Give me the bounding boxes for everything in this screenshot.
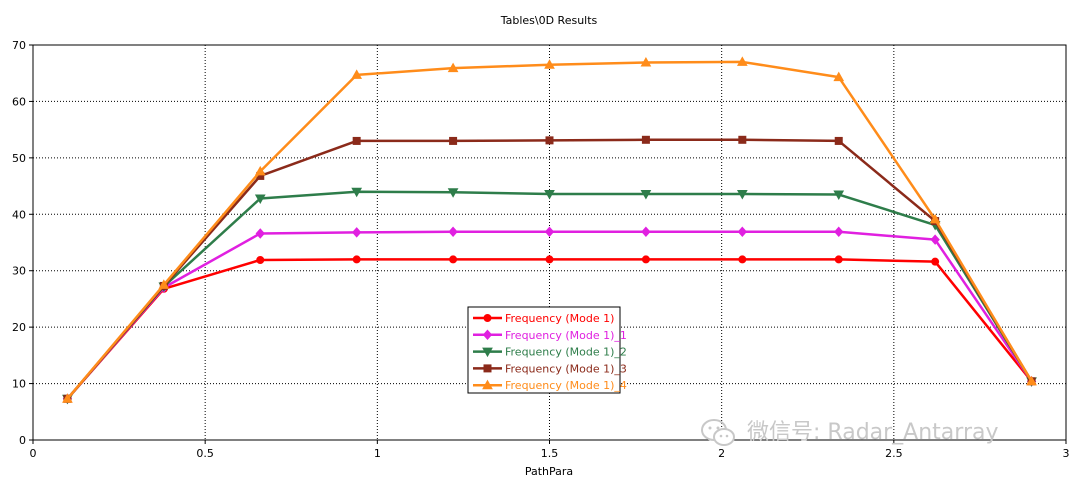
data-point	[448, 226, 458, 238]
x-tick-label: 1.5	[541, 447, 559, 460]
data-point	[351, 187, 363, 198]
data-point	[158, 279, 170, 289]
data-point	[640, 56, 652, 67]
y-tick-label: 20	[12, 321, 26, 334]
data-point	[447, 62, 459, 73]
y-tick-label: 70	[12, 39, 26, 52]
legend-marker	[483, 314, 492, 322]
data-point	[931, 257, 940, 266]
data-point	[352, 255, 361, 264]
data-point	[929, 213, 941, 224]
legend-label: Frequency (Mode 1)_4	[505, 379, 627, 392]
data-point	[254, 165, 266, 176]
data-point	[640, 189, 652, 200]
data-point	[255, 228, 265, 239]
y-tick-label: 60	[12, 95, 26, 108]
legend-item: Frequency (Mode 1)_1	[473, 329, 627, 342]
legend-item: Frequency (Mode 1)_4	[473, 379, 627, 392]
chart-title: Tables\0D Results	[500, 14, 598, 27]
data-point	[738, 135, 747, 144]
data-point	[352, 136, 361, 145]
data-point	[834, 136, 843, 145]
data-point	[641, 135, 650, 144]
data-point	[833, 71, 845, 82]
legend-marker	[482, 329, 493, 341]
y-tick-label: 50	[12, 152, 26, 165]
legend-marker	[483, 364, 492, 373]
data-point	[62, 393, 73, 403]
series-group	[62, 56, 1037, 405]
legend-label: Frequency (Mode 1)_1	[505, 329, 627, 342]
series-5	[62, 56, 1037, 403]
data-point	[834, 226, 844, 238]
data-point	[256, 255, 265, 264]
x-tick-label: 1	[374, 447, 381, 460]
y-tick-label: 40	[12, 208, 26, 221]
data-point	[736, 189, 748, 200]
data-point	[737, 226, 747, 238]
series-3	[62, 187, 1037, 405]
x-axis-ticks: 0 0.5 1 1.5 2 2.5 3	[30, 440, 1070, 460]
data-point	[736, 56, 748, 66]
x-tick-label: 0	[30, 447, 37, 460]
data-point	[545, 136, 554, 145]
data-point	[352, 227, 362, 238]
x-tick-label: 3	[1063, 447, 1070, 460]
data-point	[544, 226, 555, 238]
legend-label: Frequency (Mode 1)_3	[505, 362, 627, 375]
watermark-text: 微信号: Radar_Antarray	[747, 420, 999, 445]
legend: Frequency (Mode 1) Frequency (Mode 1)_1 Fr…	[467, 306, 627, 394]
data-point	[834, 255, 843, 264]
data-point	[1026, 375, 1037, 386]
watermark: 微信号: Radar_Antarray	[700, 414, 999, 448]
legend-box	[467, 306, 621, 394]
data-point	[641, 255, 650, 264]
data-point	[544, 189, 555, 200]
data-point	[447, 188, 459, 198]
legend-item: Frequency (Mode 1)	[473, 312, 614, 325]
data-point	[930, 234, 940, 245]
data-point	[641, 226, 651, 238]
y-tick-label: 30	[12, 265, 26, 278]
data-point	[254, 194, 266, 205]
data-point	[351, 69, 363, 79]
y-tick-label: 0	[19, 434, 26, 447]
legend-marker	[482, 347, 493, 358]
legend-label: Frequency (Mode 1)_2	[505, 346, 627, 359]
x-axis-label: PathPara	[525, 465, 573, 478]
x-tick-label: 2.5	[885, 447, 903, 460]
wechat-icon	[701, 419, 735, 446]
legend-marker	[482, 379, 493, 390]
y-axis-ticks: 0 10 20 30 40 50 60 70	[12, 39, 33, 447]
data-point	[738, 255, 747, 264]
data-point	[449, 255, 458, 264]
data-point	[544, 59, 555, 69]
x-tick-label: 0.5	[196, 447, 214, 460]
data-point	[833, 190, 845, 201]
legend-item: Frequency (Mode 1)_3	[473, 362, 627, 375]
legend-label: Frequency (Mode 1)	[505, 312, 614, 325]
data-point	[545, 255, 554, 264]
y-tick-label: 10	[12, 378, 26, 391]
x-tick-label: 2	[718, 447, 725, 460]
data-point	[449, 136, 458, 145]
legend-item: Frequency (Mode 1)_2	[473, 346, 627, 359]
